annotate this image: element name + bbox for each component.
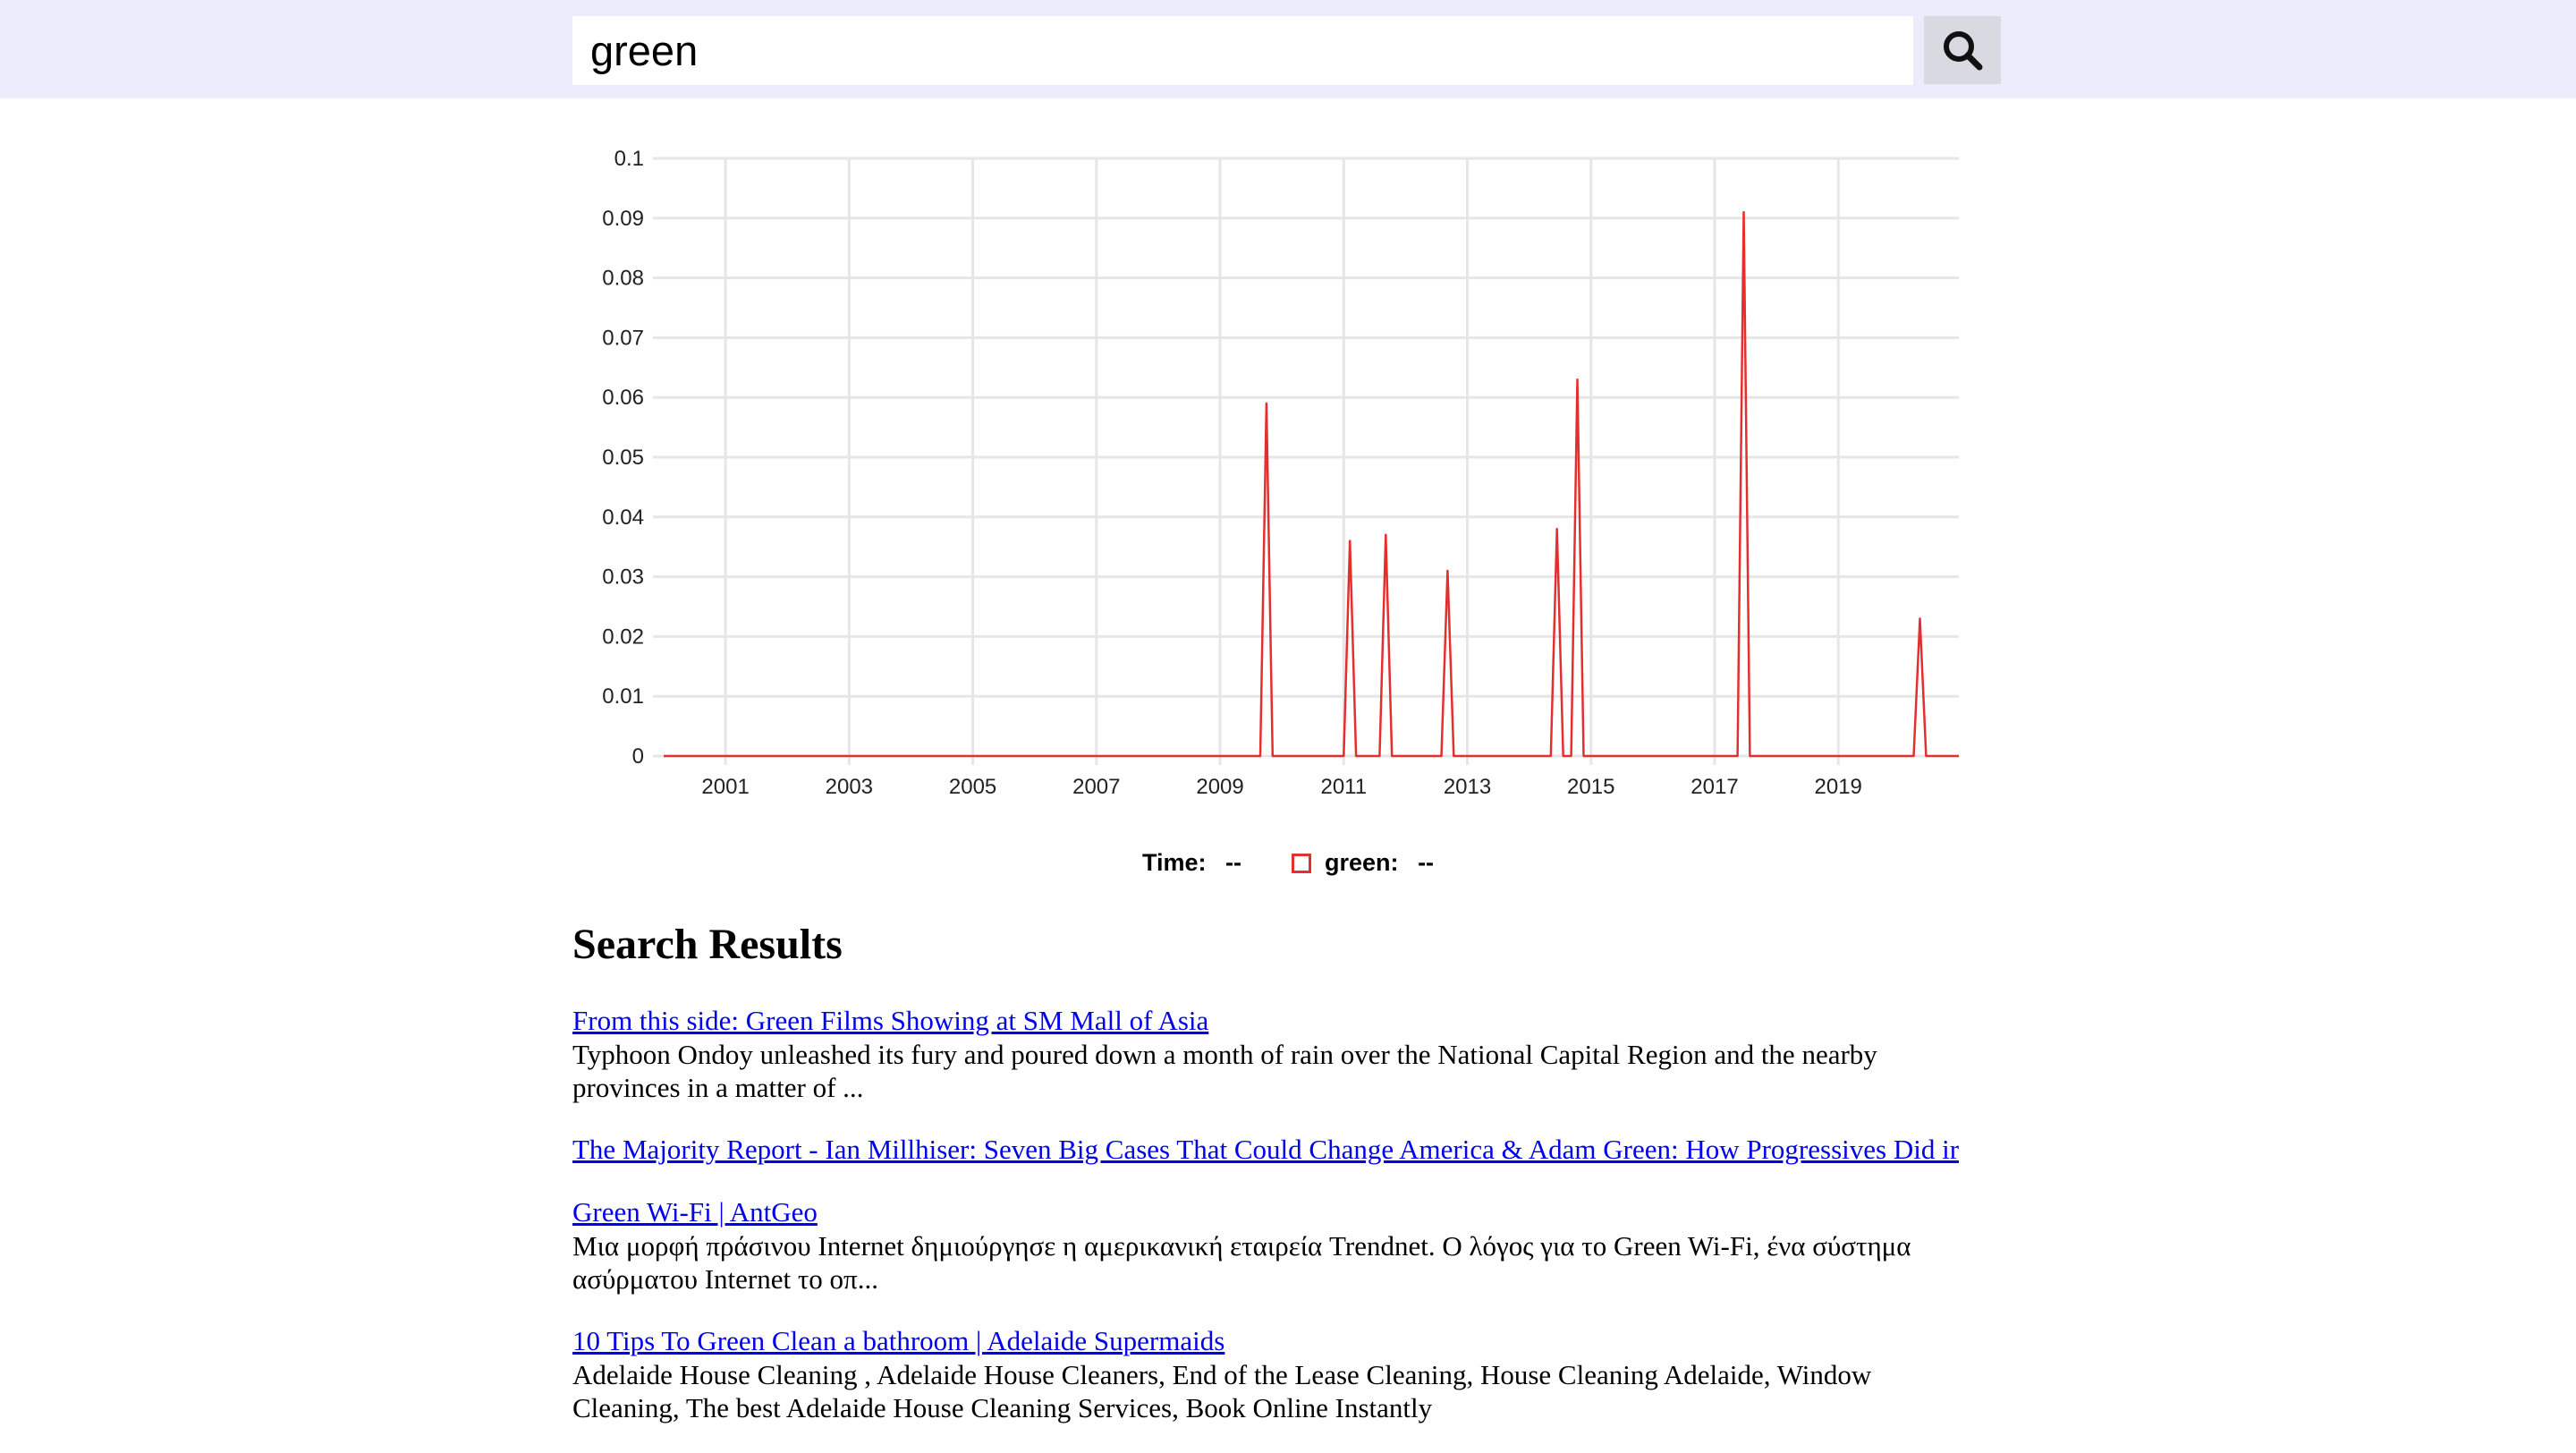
result-item: From this side: Green Films Showing at S…	[572, 1004, 2004, 1104]
results-heading: Search Results	[572, 921, 843, 968]
y-tick-label: 0.04	[602, 506, 644, 530]
x-tick-label: 2011	[1320, 775, 1367, 799]
y-tick-label: 0.05	[602, 446, 644, 470]
search-header	[0, 0, 2576, 98]
x-tick-label: 2005	[949, 775, 996, 799]
x-tick-label: 2015	[1567, 775, 1614, 799]
y-tick-label: 0.06	[602, 386, 644, 410]
result-item: The Majority Report - Ian Millhiser: Sev…	[572, 1133, 2004, 1167]
y-tick-label: 0	[632, 744, 644, 769]
y-tick-label: 0.01	[602, 684, 644, 709]
legend-series-value: --	[1418, 849, 1435, 877]
y-tick-label: 0.07	[602, 326, 644, 350]
y-tick-label: 0.1	[614, 147, 644, 171]
x-tick-label: 2017	[1690, 775, 1738, 799]
legend-time-label: Time:	[1141, 849, 1207, 877]
result-item: Green Wi-Fi | AntGeo Μια μορφή πράσινου …	[572, 1195, 2004, 1296]
y-tick-label: 0.03	[602, 565, 644, 590]
result-link[interactable]: 10 Tips To Green Clean a bathroom | Adel…	[572, 1325, 1225, 1356]
result-link[interactable]: From this side: Green Films Showing at S…	[572, 1005, 1209, 1036]
series-line-green	[664, 210, 1959, 758]
result-item: 10 Tips To Green Clean a bathroom | Adel…	[572, 1324, 2004, 1424]
x-tick-label: 2007	[1072, 775, 1120, 799]
x-tick-label: 2003	[826, 775, 873, 799]
search-results: Search Results From this side: Green Fil…	[572, 918, 2004, 1453]
result-link[interactable]: Green Wi-Fi | AntGeo	[572, 1196, 818, 1228]
result-link[interactable]: The Majority Report - Ian Millhiser: Sev…	[572, 1134, 1960, 1165]
x-tick-label: 2019	[1815, 775, 1862, 799]
search-icon	[1944, 31, 1983, 71]
legend-series-label: green:	[1325, 849, 1399, 877]
legend-swatch	[1291, 854, 1311, 874]
result-snippet: Adelaide House Cleaning , Adelaide House…	[572, 1359, 1872, 1423]
trend-chart-svg[interactable]: 0 0.01 0.02 0.03 0.04 0.05 0.06 0.07 0.08 0.09 0.1…	[572, 134, 2004, 814]
result-snippet: Μια μορφή πράσινου Internet δημιούργησε …	[572, 1230, 1911, 1295]
trend-chart[interactable]: 0 0.01 0.02 0.03 0.04 0.05 0.06 0.07 0.08 0.09 0.1…	[572, 134, 2004, 814]
y-tick-label: 0.02	[602, 625, 644, 649]
search-button[interactable]	[1924, 16, 2001, 84]
x-tick-label: 2001	[701, 775, 749, 799]
y-tick-label: 0.09	[602, 207, 644, 231]
x-tick-label: 2013	[1444, 775, 1491, 799]
search-input[interactable]	[572, 16, 1913, 85]
x-tick-label: 2009	[1196, 775, 1243, 799]
chart-legend: Time: -- green: --	[0, 848, 2576, 877]
y-tick-label: 0.08	[602, 267, 644, 291]
legend-time-value: --	[1225, 849, 1241, 877]
result-snippet: Typhoon Ondoy unleashed its fury and pou…	[572, 1039, 1877, 1103]
